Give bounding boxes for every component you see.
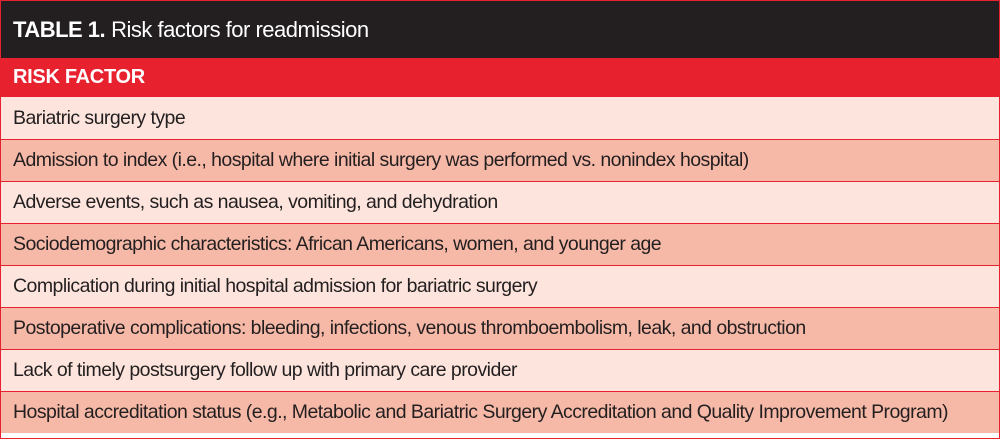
table-row: Complication during initial hospital adm… <box>1 265 999 307</box>
table-row: Adverse events, such as nausea, vomiting… <box>1 181 999 223</box>
table-row: Lack of timely postsurgery follow up wit… <box>1 349 999 391</box>
table-number: TABLE 1. <box>13 16 106 42</box>
table-row: Postoperative complications: bleeding, i… <box>1 307 999 349</box>
table-title: Risk factors for readmission <box>111 16 369 42</box>
table-row: Sociodemographic characteristics: Africa… <box>1 223 999 265</box>
table-title-bar: TABLE 1. Risk factors for readmission <box>1 1 999 58</box>
table-body: Bariatric surgery type Admission to inde… <box>1 97 999 433</box>
table-row: Bariatric surgery type <box>1 97 999 139</box>
table-row: Admission to index (i.e., hospital where… <box>1 139 999 181</box>
column-header: RISK FACTOR <box>1 58 999 97</box>
table-row: Hospital accreditation status (e.g., Met… <box>1 391 999 433</box>
